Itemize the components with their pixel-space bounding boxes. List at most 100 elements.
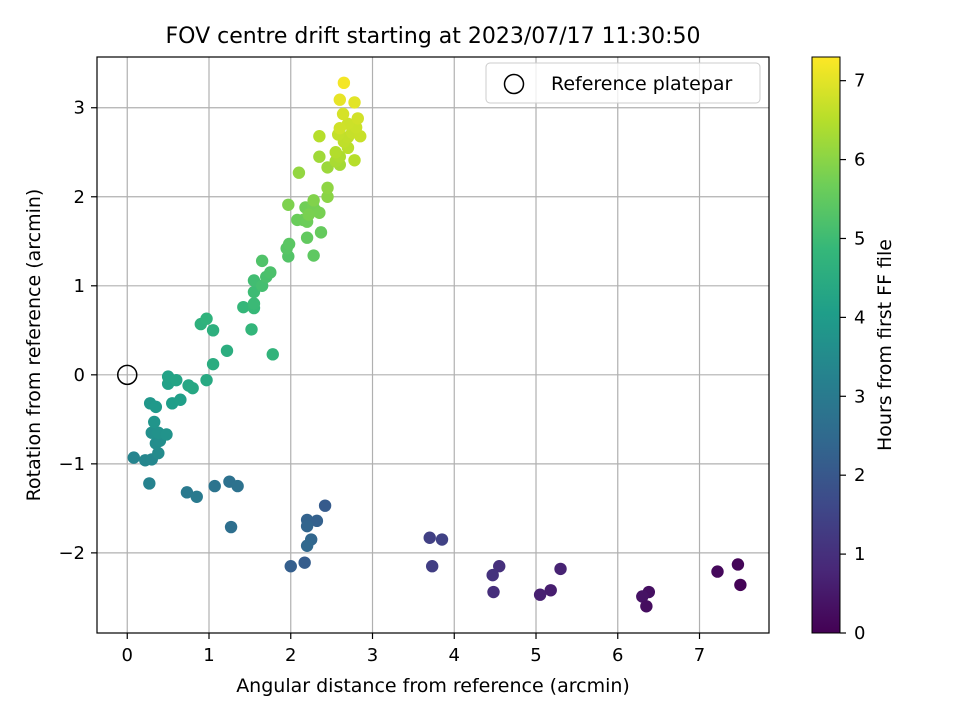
reference-platepar-marker [116, 364, 138, 386]
data-point [336, 107, 350, 121]
x-axis-ticks: 0 1 2 3 4 5 6 7 [122, 633, 705, 666]
data-point [351, 112, 364, 125]
data-points [127, 76, 747, 613]
data-point [152, 446, 165, 460]
colorbar-tick-label: 5 [854, 228, 865, 249]
reference-point [116, 364, 138, 386]
y-tick-label: 1 [74, 276, 85, 297]
data-point [143, 477, 156, 490]
data-point [190, 490, 203, 503]
data-point [206, 324, 220, 337]
data-point [554, 562, 567, 576]
x-tick-label: 1 [203, 645, 214, 666]
y-tick-label: 3 [74, 98, 85, 119]
data-point [435, 533, 449, 546]
data-point [247, 297, 261, 310]
y-tick-label: 2 [74, 187, 85, 208]
x-tick-label: 6 [612, 645, 623, 666]
grid-lines [97, 57, 769, 633]
data-point [255, 254, 269, 268]
data-point [266, 348, 279, 361]
data-point [282, 198, 295, 211]
data-point [282, 237, 296, 251]
colorbar-tick-label: 0 [854, 623, 865, 644]
data-point [310, 514, 324, 528]
y-tick-label: 0 [74, 365, 85, 386]
data-point [533, 588, 547, 601]
data-point [333, 122, 347, 135]
data-point [711, 565, 724, 578]
data-point [284, 560, 297, 573]
colorbar-tick-label: 4 [854, 307, 865, 328]
data-point [313, 130, 326, 143]
x-tick-label: 4 [449, 645, 460, 666]
colorbar-tick-label: 6 [854, 150, 865, 171]
data-point [318, 499, 332, 512]
data-point [298, 556, 311, 569]
data-point [321, 181, 334, 195]
y-axis-ticks: −2 −1 0 1 2 3 [58, 98, 97, 564]
x-tick-label: 7 [694, 645, 705, 666]
data-point [292, 166, 306, 179]
data-point [302, 208, 315, 221]
x-tick-label: 3 [367, 645, 378, 666]
data-point [180, 486, 194, 499]
legend: Reference platepar [485, 62, 761, 104]
data-point [348, 96, 361, 109]
data-point [486, 568, 499, 582]
data-point [321, 190, 334, 203]
y-tick-label: −2 [58, 543, 85, 564]
data-point [640, 600, 653, 613]
data-point [300, 519, 314, 533]
data-point [170, 373, 183, 387]
colorbar-label: Hours from first FF file [874, 239, 896, 451]
data-point [245, 323, 258, 336]
data-point [220, 344, 234, 357]
chart-title: FOV centre drift starting at 2023/07/17 … [166, 24, 701, 49]
data-point [333, 93, 347, 106]
data-point [337, 76, 351, 90]
data-point [224, 520, 238, 534]
colorbar-tick-label: 2 [854, 465, 865, 486]
colorbar-gradient [811, 56, 841, 634]
data-point [149, 400, 163, 414]
legend-marker-open-circle [503, 73, 525, 95]
data-point [237, 300, 250, 314]
data-point [148, 415, 161, 429]
legend-label-reference-platepar: Reference platepar [551, 73, 733, 95]
x-tick-label: 2 [285, 645, 296, 666]
data-point [348, 154, 361, 167]
data-point [313, 150, 326, 163]
colorbar: 0 1 2 3 4 5 6 7 Hours from first FF file [811, 56, 896, 644]
data-point [300, 231, 314, 244]
data-point [300, 539, 314, 552]
data-point [734, 578, 747, 592]
colorbar-tick-label: 3 [854, 386, 865, 407]
data-point [487, 585, 500, 599]
data-point [174, 393, 187, 406]
y-tick-label: −1 [58, 454, 85, 475]
data-point [200, 312, 213, 325]
data-point [186, 381, 199, 395]
data-point [493, 560, 506, 573]
axes [96, 56, 770, 634]
data-point [314, 226, 328, 239]
data-point [127, 451, 140, 464]
data-point [160, 428, 173, 441]
data-point [329, 146, 342, 159]
legend-box [485, 62, 761, 104]
data-point [208, 479, 221, 493]
plot-frame [96, 56, 770, 634]
colorbar-tick-label: 7 [854, 71, 865, 92]
x-tick-label: 5 [530, 645, 541, 666]
x-axis-label: Angular distance from reference (arcmin) [236, 675, 630, 697]
data-point [731, 558, 745, 571]
colorbar-ticks: 0 1 2 3 4 5 6 7 [840, 71, 865, 644]
x-tick-label: 0 [122, 645, 133, 666]
colorbar-tick-label: 1 [854, 544, 865, 565]
data-point [313, 206, 326, 219]
data-point [200, 373, 213, 387]
y-axis-label: Rotation from reference (arcmin) [23, 189, 45, 502]
